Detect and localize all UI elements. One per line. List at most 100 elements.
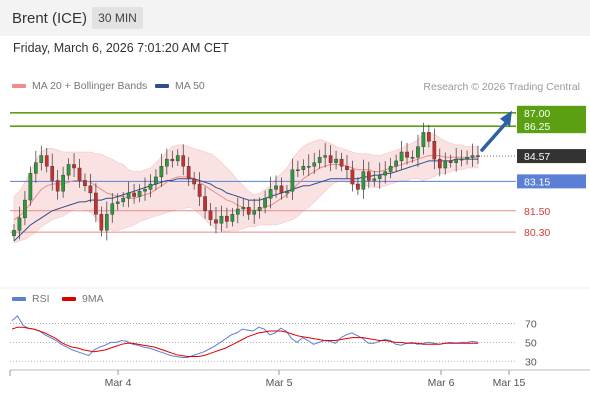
level-label-3: 83.15 <box>524 176 550 188</box>
rsi-series-9ma <box>11 326 478 357</box>
candle-body <box>44 155 49 167</box>
candle-body <box>203 196 207 211</box>
time-tick-label-2: Mar 6 <box>428 377 455 389</box>
candle-body <box>339 158 344 167</box>
candle-body <box>83 180 87 187</box>
candle-body <box>465 157 469 160</box>
resistance-tag <box>517 105 586 134</box>
candle-body <box>383 171 388 176</box>
candle-body <box>361 171 366 190</box>
candle-body <box>312 162 317 167</box>
candle-body <box>399 151 404 162</box>
level-tag-2 <box>517 149 586 164</box>
candle-body <box>225 215 229 222</box>
candle-body <box>279 185 284 194</box>
candle-body <box>143 189 147 192</box>
candle-body <box>323 155 327 158</box>
interval-button[interactable]: 30 MIN <box>92 7 143 29</box>
legend-9ma-swatch <box>62 297 76 301</box>
legend-9ma: 9MA <box>62 293 104 305</box>
candle-body <box>110 203 115 215</box>
candle-body <box>159 166 164 178</box>
legend-rsi-label: RSI <box>32 293 50 305</box>
legend-ma50: MA 50 <box>155 80 205 92</box>
candle-body <box>181 155 186 167</box>
candle-body <box>421 132 426 147</box>
bollinger-band <box>13 132 479 244</box>
candle-body <box>432 141 437 160</box>
candle-body <box>197 183 202 197</box>
candle-body <box>394 160 398 167</box>
timestamp: Friday, March 6, 2026 7:01:20 AM CET <box>13 41 229 55</box>
candle-body <box>274 185 278 190</box>
candle-body <box>470 155 475 158</box>
candle-body <box>405 151 409 158</box>
candle-body <box>28 173 33 201</box>
legend-ma50-label: MA 50 <box>175 80 205 92</box>
candle-body <box>246 206 251 215</box>
level-label-4: 81.50 <box>524 206 550 218</box>
candle-body <box>301 166 306 171</box>
candle-body <box>366 171 371 181</box>
ma20-line <box>13 155 478 221</box>
candle-body <box>377 174 382 179</box>
candle-body <box>72 164 76 169</box>
credit-text: Research © 2026 Trading Central <box>423 81 580 93</box>
candle-body <box>410 157 415 159</box>
projection-arrowhead <box>500 110 512 127</box>
candle-body <box>219 215 224 224</box>
candle-body <box>88 185 93 194</box>
candle-body <box>268 189 273 199</box>
candle-body <box>454 158 459 163</box>
candle-body <box>328 155 333 163</box>
candle-body <box>448 160 453 163</box>
candle-body <box>459 158 464 161</box>
candle-body <box>132 192 136 197</box>
legend-rsi-swatch <box>12 297 26 301</box>
level-label-5: 80.30 <box>524 227 550 239</box>
candle-body <box>257 206 262 211</box>
candle-body <box>137 190 142 197</box>
rsi-tick-0: 70 <box>525 318 537 330</box>
candle-body <box>77 167 82 181</box>
candle-body <box>214 219 218 224</box>
candle-body <box>23 199 27 219</box>
candle-body <box>263 198 267 208</box>
candle-body <box>50 166 55 181</box>
candle-body <box>356 183 360 190</box>
candle-body <box>285 190 289 194</box>
candle-body <box>66 164 71 176</box>
candle-body <box>104 214 109 231</box>
candle-body <box>388 166 393 172</box>
candle-body <box>192 178 196 185</box>
candle-body <box>148 183 153 190</box>
time-tick-label-0: Mar 4 <box>105 377 132 389</box>
legend-ma20-swatch <box>12 84 26 88</box>
level-label-1: 86.25 <box>524 121 550 133</box>
candle-body <box>230 214 235 222</box>
candle-body <box>12 230 16 236</box>
rsi-series-rsi <box>11 315 479 358</box>
candle-body <box>61 174 65 192</box>
legend-ma50-swatch <box>155 84 169 88</box>
level-label-2: 84.57 <box>524 151 550 163</box>
candle-body <box>317 157 322 163</box>
candle-body <box>437 158 442 169</box>
candle-body <box>121 198 126 203</box>
level-label-0: 87.00 <box>524 108 550 120</box>
candle-body <box>476 155 480 157</box>
candle-body <box>235 208 240 215</box>
candle-body <box>334 158 338 163</box>
candle-body <box>208 210 213 220</box>
candle-body <box>55 180 60 192</box>
projection-arrow <box>480 119 510 152</box>
rsi-tick-2: 30 <box>525 356 537 368</box>
time-tick-label-1: Mar 5 <box>266 377 293 389</box>
candle-body <box>175 155 180 162</box>
legend-9ma-label: 9MA <box>82 293 104 305</box>
legend-rsi: RSI <box>12 293 50 305</box>
level-tag-3 <box>517 174 586 189</box>
candle-body <box>126 192 131 199</box>
time-tick-label-3: Mar 15 <box>493 377 526 389</box>
